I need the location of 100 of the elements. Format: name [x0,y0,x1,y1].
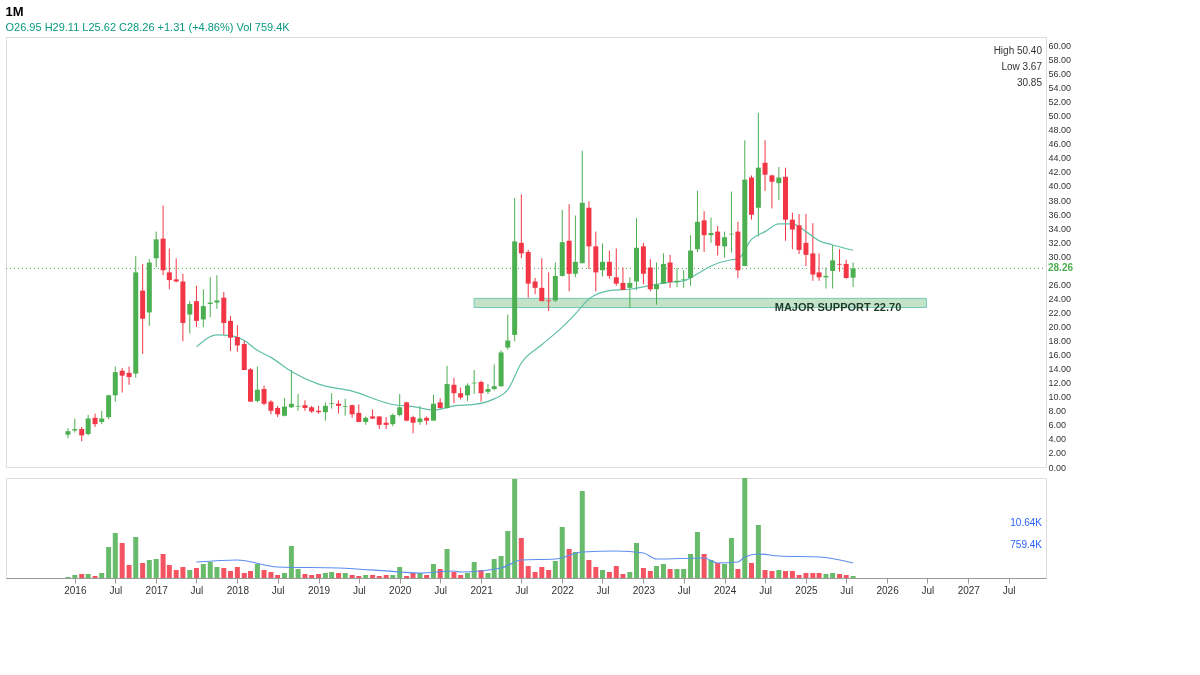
chart-title: 1M [5,4,24,19]
x-tick-label: Jul [109,584,123,596]
candlestick [254,366,260,403]
y-tick-label: 6.00 [1048,420,1067,431]
bar [546,570,552,578]
bar [119,543,125,578]
bar [748,563,754,578]
bar [485,573,491,578]
annotation: MAJOR SUPPORT 22.70 [774,300,902,313]
y-tick-label: 8.00 [1048,406,1067,417]
y-tick-label: 54.00 [1048,83,1072,94]
candlestick [451,377,457,404]
bar [606,572,612,578]
candlestick [647,258,653,292]
candlestick [837,248,843,273]
bar [390,575,396,578]
x-tick-label: Jul [759,584,772,596]
x-tick-label: Jul [190,584,204,596]
ref-line-label: 28.26 [1048,262,1074,274]
candlestick [546,271,552,312]
bar [627,572,633,578]
candlestick [667,254,673,289]
bar [783,571,788,578]
y-tick-label: 14.00 [1048,364,1072,375]
candlestick [126,366,132,386]
bar [342,573,348,578]
y-tick-label: 44.00 [1048,153,1072,164]
candlestick [302,399,308,412]
candlestick [92,413,98,428]
bar [295,569,301,578]
bar [694,532,700,578]
bar [254,564,260,578]
candlestick [234,324,240,353]
bar [424,575,430,578]
x-tick-label: 2026 [876,584,900,596]
candlestick [431,394,436,422]
bar [810,573,816,578]
x-tick-label: Jul [515,584,529,596]
y-tick-label: 38.00 [1048,195,1072,206]
annotation: 30.85 [1016,77,1043,88]
y-tick-label: 20.00 [1048,321,1072,332]
y-tick-label: 24.00 [1048,293,1072,304]
bar [309,575,315,578]
bar [640,568,646,578]
bar [755,525,761,578]
x-tick-label: Jul [921,584,935,596]
bar [647,571,653,578]
bar [776,570,782,578]
y-tick-label: 32.00 [1048,237,1072,248]
x-tick-label: Jul [434,584,448,596]
candlestick [810,222,816,282]
bar [518,538,524,578]
bar [336,573,342,578]
candlestick [153,231,159,268]
x-tick-label: 2017 [145,584,169,596]
bar [823,574,829,578]
x-tick-label: Jul [1002,584,1016,596]
y-tick-label: 26.00 [1048,279,1072,290]
bar [667,569,673,578]
y-tick-label: 58.00 [1048,54,1072,65]
candlestick [444,365,450,410]
y-tick-label: 60.00 [1048,40,1072,51]
candlestick [722,231,728,259]
candlestick [830,244,836,290]
bar [572,552,578,578]
y-tick-label: 36.00 [1048,209,1072,220]
candlestick [200,288,206,328]
bar [586,560,592,578]
x-tick-label: 2019 [307,584,331,596]
candlestick [106,394,112,420]
candlestick [295,393,301,412]
candlestick [505,314,511,351]
bar [708,560,714,578]
bar [634,543,640,578]
bar [674,569,680,578]
bar [525,566,531,578]
candlestick [193,285,199,328]
bar [85,574,91,578]
x-tick-label: Jul [596,584,610,596]
candlestick [397,393,403,417]
y-tick-label: 10.00 [1048,392,1072,403]
candlestick [708,217,714,244]
bar [458,575,464,578]
x-tick-label: Jul [352,584,366,596]
bar [512,479,518,578]
bar [288,546,294,578]
bar [234,567,240,578]
bar [275,575,281,578]
bar [106,547,112,578]
y-tick-label: 56.00 [1048,69,1072,80]
x-tick-label: Jul [840,584,854,596]
candlestick [762,139,768,192]
bar [133,537,139,578]
bar [789,571,795,578]
bar [471,562,477,578]
candlestick [227,315,233,352]
bar [363,575,369,578]
bar [72,575,78,578]
y-tick-label: 40.00 [1048,181,1072,192]
annotation: 10.64K [1010,517,1043,528]
